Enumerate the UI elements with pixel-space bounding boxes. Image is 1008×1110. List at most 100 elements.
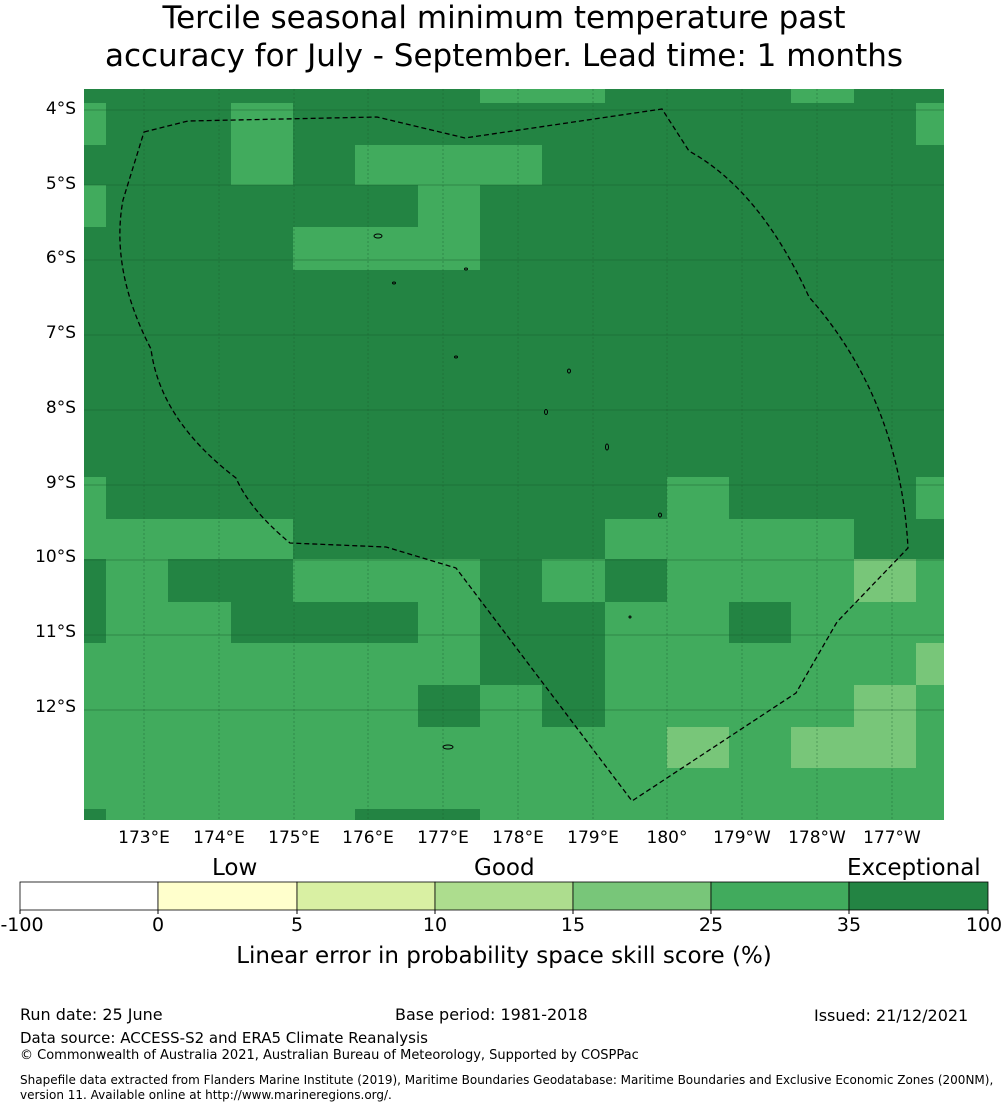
- map-cell-40: [667, 727, 729, 768]
- map-cell-7: [418, 185, 480, 270]
- shapefile-credit: Shapefile data extracted from Flanders M…: [20, 1073, 994, 1102]
- colorbar-label: Linear error in probability space skill …: [236, 943, 772, 969]
- lon-label-177w: 177°W: [863, 828, 921, 848]
- colorbar-segment: [848, 881, 989, 911]
- island-outline: [605, 443, 609, 451]
- copyright: © Commonwealth of Australia 2021, Austra…: [20, 1048, 639, 1063]
- colorbar-segment: [710, 881, 850, 911]
- map-cell-27: [480, 685, 542, 727]
- colorbar-segment: [19, 881, 159, 911]
- island-outline: [442, 744, 454, 750]
- category-good: Good: [474, 855, 535, 881]
- map-cell-11: [916, 477, 944, 519]
- category-exceptional: Exceptional: [847, 855, 981, 881]
- island-outline: [628, 615, 632, 619]
- map-cell-4: [231, 103, 293, 185]
- map-cell-29: [916, 685, 944, 809]
- map-cell-9: [84, 477, 106, 519]
- colorbar-tick-0: 0: [151, 914, 165, 936]
- map-grid-cells: [84, 89, 944, 820]
- map-cell-20: [916, 559, 944, 643]
- map-cell-18: [542, 559, 605, 602]
- island-outline: [392, 281, 396, 285]
- map-cell-0: [480, 89, 605, 103]
- map-cell-16: [293, 559, 480, 602]
- map-cell-19: [667, 559, 854, 602]
- lon-label-179e: 179°E: [567, 828, 619, 848]
- chart-title-line2: accuracy for July - September. Lead time…: [104, 38, 904, 74]
- lon-label-173e: 173°E: [118, 828, 170, 848]
- colorbar-tick-neg100: -100: [0, 914, 44, 936]
- map-cell-30: [542, 727, 667, 809]
- lat-label-9s: 9°S: [45, 473, 76, 493]
- map-cell-1: [791, 89, 854, 103]
- map-cell-12: [84, 519, 293, 559]
- island-outline: [454, 355, 458, 359]
- map-cell-10: [667, 477, 729, 519]
- skill-score-map: [19, 89, 989, 914]
- map-cell-15: [168, 602, 231, 643]
- lat-label-7s: 7°S: [45, 323, 76, 343]
- issued-date: Issued: 21/12/2021: [814, 1006, 969, 1025]
- island-outline: [544, 409, 548, 415]
- lon-label-179w: 179°W: [713, 828, 771, 848]
- map-cell-6: [84, 185, 106, 227]
- map-cell-22: [791, 602, 916, 685]
- colorbar-tick-25: 25: [698, 914, 724, 936]
- map-cell-25: [84, 685, 418, 809]
- lat-label-10s: 10°S: [35, 547, 76, 567]
- map-cell-21: [605, 602, 729, 685]
- map-cell-37: [916, 643, 944, 685]
- map-cell-26: [418, 727, 542, 809]
- map-gridlines: [84, 89, 944, 820]
- colorbar-tick-15: 15: [560, 914, 586, 936]
- island-outline: [464, 267, 468, 271]
- chart-title-line1: Tercile seasonal minimum temperature pas…: [162, 0, 846, 36]
- island-outline: [373, 233, 383, 239]
- lon-label-174e: 174°E: [193, 828, 245, 848]
- run-date: Run date: 25 June: [20, 1005, 163, 1024]
- island-outline: [567, 368, 571, 374]
- colorbar-segment: [296, 881, 436, 911]
- data-source: Data source: ACCESS-S2 and ERA5 Climate …: [20, 1029, 428, 1047]
- map-cell-28: [605, 685, 854, 727]
- map-cell-34: [106, 809, 355, 820]
- map-cell-2: [84, 103, 106, 145]
- colorbar-segment: [434, 881, 574, 911]
- lat-label-12s: 12°S: [35, 697, 76, 717]
- map-cell-13: [605, 519, 854, 559]
- lon-label-178e: 178°E: [492, 828, 544, 848]
- lat-label-6s: 6°S: [45, 248, 76, 268]
- map-cell-32: [667, 768, 791, 809]
- eez-boundary: [119, 108, 909, 802]
- map-cell-35: [480, 809, 944, 820]
- map-cell-5: [355, 145, 542, 185]
- map-cell-38: [854, 685, 916, 727]
- colorbar-segment: [572, 881, 712, 911]
- base-period: Base period: 1981-2018: [395, 1005, 588, 1024]
- map-cell-14: [106, 559, 168, 643]
- lon-label-176e: 176°E: [342, 828, 394, 848]
- colorbar-tick-35: 35: [836, 914, 862, 936]
- island-outline: [658, 512, 662, 518]
- map-cell-8: [293, 227, 418, 270]
- map-cell-3: [916, 103, 944, 145]
- lat-label-11s: 11°S: [35, 622, 76, 642]
- map-cell-36: [854, 559, 916, 602]
- map-islands: [373, 233, 662, 750]
- map-cell-33: [791, 768, 916, 809]
- category-low: Low: [212, 855, 258, 881]
- map-cell-39: [791, 727, 916, 768]
- lat-label-4s: 4°S: [45, 99, 76, 119]
- colorbar-tick-10: 10: [422, 914, 448, 936]
- map-cell-24: [84, 643, 480, 685]
- colorbar-tick-5: 5: [290, 914, 304, 936]
- colorbar: [19, 881, 989, 914]
- lon-label-175e: 175°E: [268, 828, 320, 848]
- colorbar-tick-100: 100: [965, 914, 1003, 936]
- lon-label-178w: 178°W: [788, 828, 846, 848]
- lat-label-8s: 8°S: [45, 398, 76, 418]
- colorbar-segment: [157, 881, 298, 911]
- lon-label-180: 180°: [646, 828, 688, 848]
- lat-label-5s: 5°S: [45, 174, 76, 194]
